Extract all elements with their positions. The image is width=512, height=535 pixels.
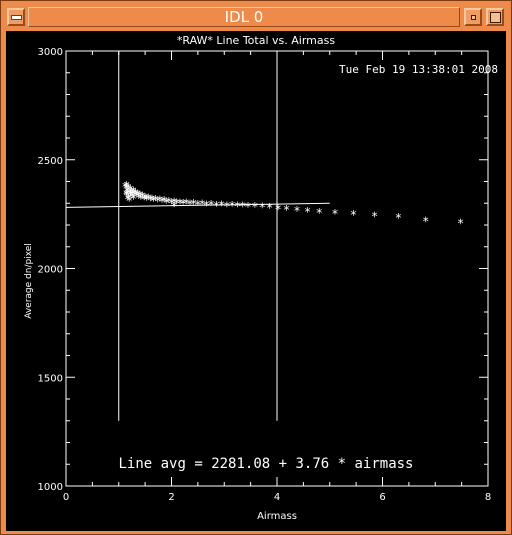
data-point: * — [123, 189, 130, 203]
data-point: * — [143, 193, 150, 207]
data-point: * — [293, 204, 300, 218]
data-point: * — [234, 200, 241, 214]
plot-canvas: *RAW* Line Total vs. Airmass Tue Feb 19 … — [6, 31, 506, 531]
data-point: * — [137, 192, 144, 206]
window-title: IDL 0 — [224, 8, 264, 26]
data-point: * — [229, 199, 236, 213]
data-point: * — [244, 200, 251, 214]
x-tick-label: 6 — [379, 492, 385, 503]
chart-title: *RAW* Line Total vs. Airmass — [177, 34, 335, 47]
title-field[interactable]: IDL 0 — [28, 7, 460, 27]
data-point: * — [124, 192, 131, 206]
fit-line — [65, 202, 330, 208]
y-axis-label: Average dn/pixel — [24, 243, 34, 319]
data-point: * — [134, 188, 141, 202]
data-point: * — [173, 197, 180, 211]
data-point: * — [251, 200, 258, 214]
data-point: * — [142, 191, 149, 205]
data-point: * — [304, 205, 311, 219]
data-point: * — [331, 207, 338, 221]
data-point: * — [283, 203, 290, 217]
data-point: * — [239, 200, 246, 214]
data-point: * — [130, 184, 137, 198]
data-point: * — [147, 194, 154, 208]
data-point: * — [123, 188, 130, 202]
data-point: * — [158, 195, 165, 209]
data-point: * — [422, 215, 429, 229]
data-point: * — [168, 196, 175, 210]
data-point: * — [131, 189, 138, 203]
data-point: * — [274, 202, 281, 216]
data-point: * — [130, 192, 137, 206]
data-point: * — [218, 198, 225, 212]
data-point: * — [198, 198, 205, 212]
data-point: * — [139, 190, 146, 204]
data-point: * — [160, 194, 167, 208]
timestamp: Tue Feb 19 13:38:01 2008 — [339, 63, 498, 76]
data-point: * — [350, 208, 357, 222]
data-point: * — [457, 217, 464, 231]
data-point: * — [223, 199, 230, 213]
minimize-icon[interactable] — [464, 8, 482, 26]
data-point: * — [123, 179, 130, 193]
data-point: * — [176, 196, 183, 210]
data-point: * — [154, 195, 161, 209]
data-point: * — [125, 191, 132, 205]
data-point: * — [163, 196, 170, 210]
data-point: * — [183, 197, 190, 211]
data-point: * — [126, 194, 133, 208]
data-point: * — [128, 185, 135, 199]
data-point: * — [128, 190, 135, 204]
y-tick-label: 1500 — [38, 373, 63, 384]
data-point: * — [124, 184, 131, 198]
data-point: * — [203, 198, 210, 212]
x-tick-label: 0 — [63, 492, 69, 503]
data-point: * — [259, 201, 266, 215]
data-point: * — [127, 188, 134, 202]
data-point: * — [179, 197, 186, 211]
data-point: * — [150, 194, 157, 208]
x-tick-label: 8 — [485, 492, 491, 503]
y-tick-label: 3000 — [38, 47, 63, 58]
data-point: * — [171, 200, 178, 214]
y-tick-label: 2000 — [38, 265, 63, 276]
data-point: * — [135, 191, 142, 205]
maximize-icon[interactable] — [486, 8, 504, 26]
data-point: * — [152, 193, 159, 207]
data-point: * — [190, 197, 197, 211]
data-point: * — [186, 198, 193, 212]
data-point: * — [371, 209, 378, 223]
data-point: * — [123, 182, 130, 196]
data-point: * — [171, 195, 178, 209]
data-point: * — [133, 190, 140, 204]
title-bar[interactable]: IDL 0 — [4, 4, 508, 30]
y-tick-label: 2500 — [38, 156, 63, 167]
data-point: * — [121, 180, 128, 194]
data-point: * — [266, 201, 273, 215]
data-point: * — [132, 186, 139, 200]
data-point: * — [145, 191, 152, 205]
data-point: * — [127, 183, 134, 197]
data-point: * — [165, 195, 172, 209]
window-menu-icon[interactable] — [7, 8, 25, 26]
data-point: * — [129, 188, 136, 202]
data-point: * — [140, 192, 147, 206]
data-point: * — [148, 192, 155, 206]
data-point: * — [207, 198, 214, 212]
x-tick-label: 2 — [168, 492, 174, 503]
y-tick-label: 1000 — [38, 482, 63, 493]
x-tick-label: 4 — [274, 492, 280, 503]
x-axis-label: Airmass — [257, 511, 297, 522]
data-point: * — [213, 199, 220, 213]
data-point: * — [194, 198, 201, 212]
data-point: * — [395, 211, 402, 225]
data-point: * — [126, 186, 133, 200]
scatter-plot: *RAW* Line Total vs. Airmass Tue Feb 19 … — [24, 34, 498, 522]
data-point: * — [156, 194, 163, 208]
fit-annotation: Line avg = 2281.08 + 3.76 * airmass — [118, 456, 413, 472]
data-point: * — [125, 181, 132, 195]
data-point: * — [316, 206, 323, 220]
data-point: * — [136, 189, 143, 203]
